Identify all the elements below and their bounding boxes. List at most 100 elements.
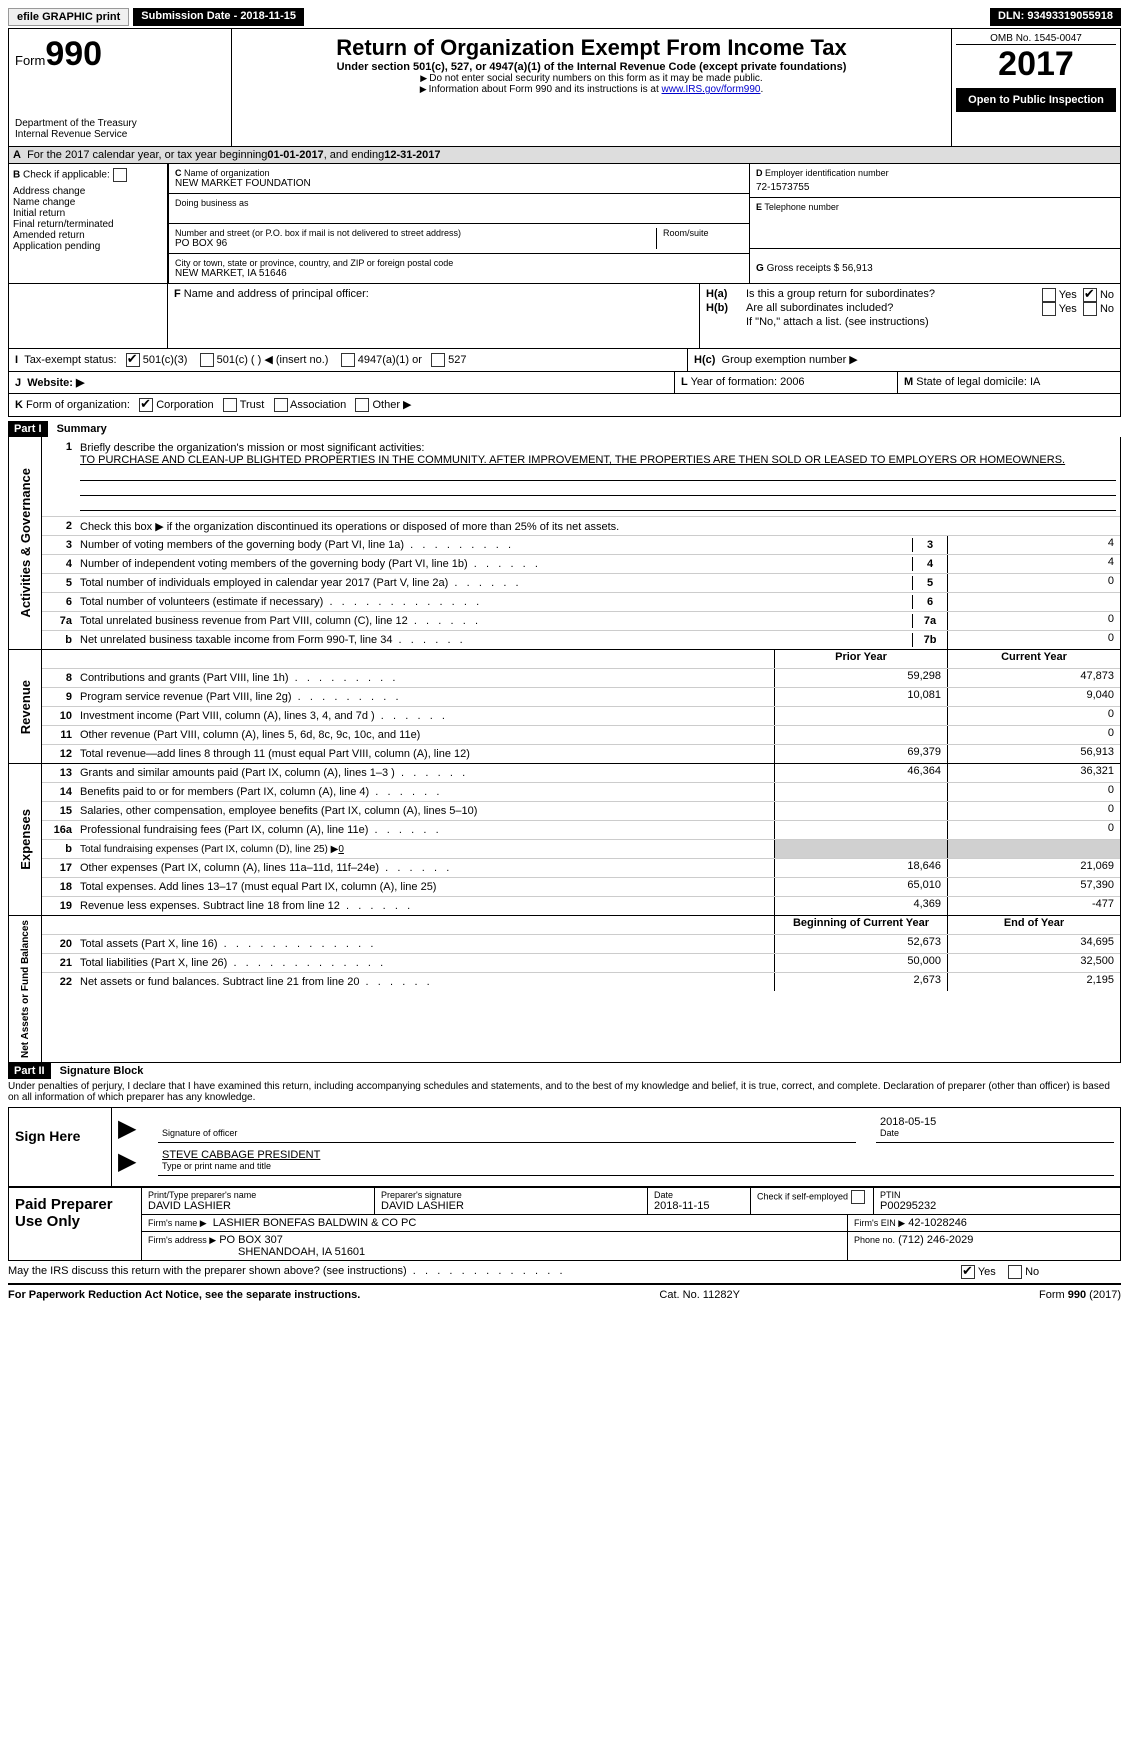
l18-current: 57,390 [947, 878, 1120, 896]
l15-text: Salaries, other compensation, employee b… [80, 805, 477, 817]
dln: DLN: 93493319055918 [990, 8, 1121, 26]
i-501c: 501(c) ( ) ◀ (insert no.) [217, 354, 329, 366]
may-irs-yes-checkbox[interactable] [961, 1265, 975, 1279]
g-label: Gross receipts $ [767, 263, 840, 274]
l20-prior: 52,673 [774, 935, 947, 953]
b-label: Check if applicable: [23, 170, 110, 181]
sign-here-label: Sign Here [9, 1108, 112, 1186]
may-irs-no-checkbox[interactable] [1008, 1265, 1022, 1279]
gov-vertical-label: Activities & Governance [16, 464, 35, 622]
checkbox-b-any[interactable] [113, 168, 127, 182]
opt-name-change: Name change [13, 197, 75, 208]
note-ssn: Do not enter social security numbers on … [429, 73, 762, 84]
phone-value: (712) 246-2029 [898, 1234, 973, 1246]
irs-link[interactable]: www.IRS.gov/form990 [662, 84, 761, 95]
l16a-current: 0 [947, 821, 1120, 839]
l5-val: 0 [947, 574, 1120, 592]
net-vertical-label: Net Assets or Fund Balances [18, 916, 33, 1062]
l8-prior: 59,298 [774, 669, 947, 687]
k-assoc-checkbox[interactable] [274, 398, 288, 412]
firm-ein-label: Firm's EIN ▶ [854, 1218, 905, 1228]
sig-date: 2018-05-15 [880, 1116, 1110, 1128]
k-other-checkbox[interactable] [355, 398, 369, 412]
l14-prior [774, 783, 947, 801]
l14-current: 0 [947, 783, 1120, 801]
l12-current: 56,913 [947, 745, 1120, 763]
l3-text: Number of voting members of the governin… [80, 539, 404, 551]
i-501c3-checkbox[interactable] [126, 353, 140, 367]
dept-treasury: Department of the Treasury [15, 118, 225, 129]
j-label: Website: ▶ [27, 377, 84, 389]
col-current: Current Year [1001, 651, 1067, 663]
l16b-text: Total fundraising expenses (Part IX, col… [80, 844, 338, 855]
f-label: Name and address of principal officer: [184, 288, 369, 300]
sig-officer-label: Signature of officer [162, 1128, 852, 1138]
l5-text: Total number of individuals employed in … [80, 577, 448, 589]
l10-current: 0 [947, 707, 1120, 725]
tax-year: 2017 [956, 45, 1116, 84]
prep-sig-label: Preparer's signature [381, 1190, 641, 1200]
k-other: Other ▶ [372, 399, 411, 411]
i-501c-checkbox[interactable] [200, 353, 214, 367]
i-4947-checkbox[interactable] [341, 353, 355, 367]
room-label: Room/suite [663, 228, 743, 238]
l10-prior [774, 707, 947, 725]
l11-current: 0 [947, 726, 1120, 744]
l21-current: 32,500 [947, 954, 1120, 972]
l3-val: 4 [947, 536, 1120, 554]
state-domicile: IA [1030, 376, 1040, 388]
line-a-mid: , and ending [324, 149, 385, 161]
l11-text: Other revenue (Part VIII, column (A), li… [80, 729, 420, 741]
part-ii-bar: Part II [8, 1063, 51, 1079]
i-527-checkbox[interactable] [431, 353, 445, 367]
ha-no-checkbox[interactable] [1083, 288, 1097, 302]
part-ii-title: Signature Block [54, 1063, 150, 1079]
street-label: Number and street (or P.O. box if mail i… [175, 228, 656, 238]
firm-ein: 42-1028246 [908, 1217, 967, 1229]
footer-pra: For Paperwork Reduction Act Notice, see … [8, 1289, 360, 1301]
exp-vertical-label: Expenses [16, 805, 35, 874]
opt-pending: Application pending [13, 241, 100, 252]
may-irs-yes: Yes [978, 1266, 996, 1278]
l7a-text: Total unrelated business revenue from Pa… [80, 615, 408, 627]
l9-text: Program service revenue (Part VIII, line… [80, 691, 292, 703]
l13-current: 36,321 [947, 764, 1120, 782]
k-trust: Trust [240, 399, 265, 411]
line-a-tax-year: A For the 2017 calendar year, or tax yea… [8, 147, 1121, 164]
irs-label: Internal Revenue Service [15, 129, 225, 140]
l4-val: 4 [947, 555, 1120, 573]
l20-text: Total assets (Part X, line 16) [80, 938, 218, 950]
k-trust-checkbox[interactable] [223, 398, 237, 412]
k-corp-checkbox[interactable] [139, 398, 153, 412]
mission-text: TO PURCHASE AND CLEAN-UP BLIGHTED PROPER… [80, 454, 1065, 466]
l16a-text: Professional fundraising fees (Part IX, … [80, 824, 368, 836]
col-prior: Prior Year [835, 651, 887, 663]
d-label: Employer identification number [765, 168, 889, 178]
firm-addr2: SHENANDOAH, IA 51601 [148, 1246, 841, 1258]
line-a-text: For the 2017 calendar year, or tax year … [27, 149, 267, 161]
l1-label: Briefly describe the organization's miss… [80, 442, 424, 454]
form-header: Form990 Department of the Treasury Inter… [8, 28, 1121, 147]
opt-initial-return: Initial return [13, 208, 65, 219]
efile-print-button[interactable]: efile GRAPHIC print [8, 8, 129, 26]
l10-text: Investment income (Part VIII, column (A)… [80, 710, 375, 722]
perjury-statement: Under penalties of perjury, I declare th… [8, 1079, 1121, 1105]
l21-text: Total liabilities (Part X, line 26) [80, 957, 227, 969]
ha-yes-checkbox[interactable] [1042, 288, 1056, 302]
part-i-bar: Part I [8, 421, 48, 437]
gross-receipts: 56,913 [842, 263, 873, 274]
dba-label: Doing business as [175, 198, 743, 208]
hb-no-checkbox[interactable] [1083, 302, 1097, 316]
opt-address-change: Address change [13, 186, 85, 197]
k-corp: Corporation [156, 399, 213, 411]
l19-current: -477 [947, 897, 1120, 915]
hb-yes-checkbox[interactable] [1042, 302, 1056, 316]
dln-label: DLN: [998, 10, 1024, 22]
k-label: Form of organization: [26, 399, 130, 411]
type-name-label: Type or print name and title [162, 1161, 1110, 1171]
self-emp-checkbox[interactable] [851, 1190, 865, 1204]
form-prefix: Form [15, 53, 45, 68]
l6-val [947, 593, 1120, 611]
l17-prior: 18,646 [774, 859, 947, 877]
l16a-prior [774, 821, 947, 839]
